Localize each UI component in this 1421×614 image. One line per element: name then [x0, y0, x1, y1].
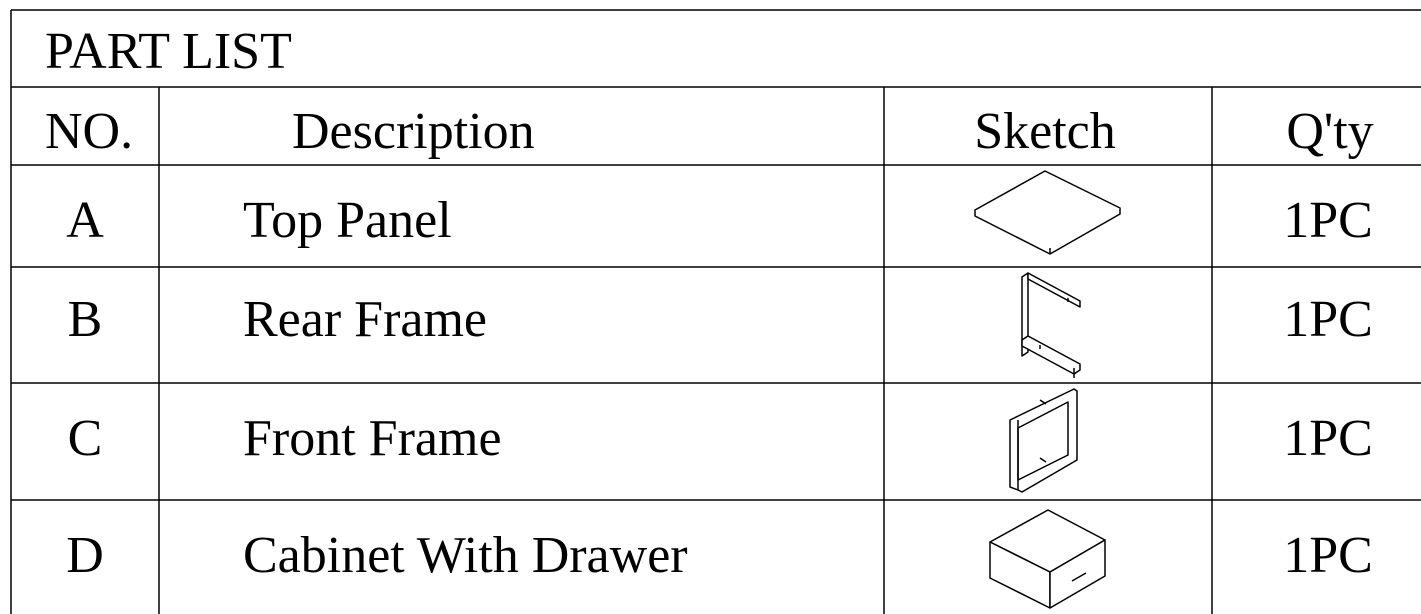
table-title: PART LIST: [45, 23, 292, 80]
part-description: Cabinet With Drawer: [243, 527, 688, 584]
part-quantity: 1PC: [1283, 192, 1373, 249]
table-lines: [10, 9, 1421, 614]
sketch-front-frame: [1009, 388, 1078, 493]
part-quantity: 1PC: [1283, 527, 1373, 584]
sketch-rear-frame: [1021, 272, 1081, 378]
part-description: Top Panel: [243, 192, 452, 249]
part-quantity: 1PC: [1283, 410, 1373, 467]
part-description: Front Frame: [243, 410, 502, 467]
part-number: B: [68, 291, 103, 348]
header-cell: Sketch: [974, 103, 1116, 160]
part-number: C: [68, 410, 103, 467]
part-number: A: [66, 192, 104, 249]
sketch-cabinet: [989, 509, 1106, 609]
header-cell: NO.: [45, 103, 133, 160]
header-cell: Description: [292, 103, 535, 160]
part-number: D: [66, 527, 104, 584]
part-description: Rear Frame: [243, 291, 487, 348]
part-quantity: 1PC: [1283, 291, 1373, 348]
sketch-top-panel: [974, 170, 1121, 255]
header-cell: Q'ty: [1286, 103, 1373, 160]
